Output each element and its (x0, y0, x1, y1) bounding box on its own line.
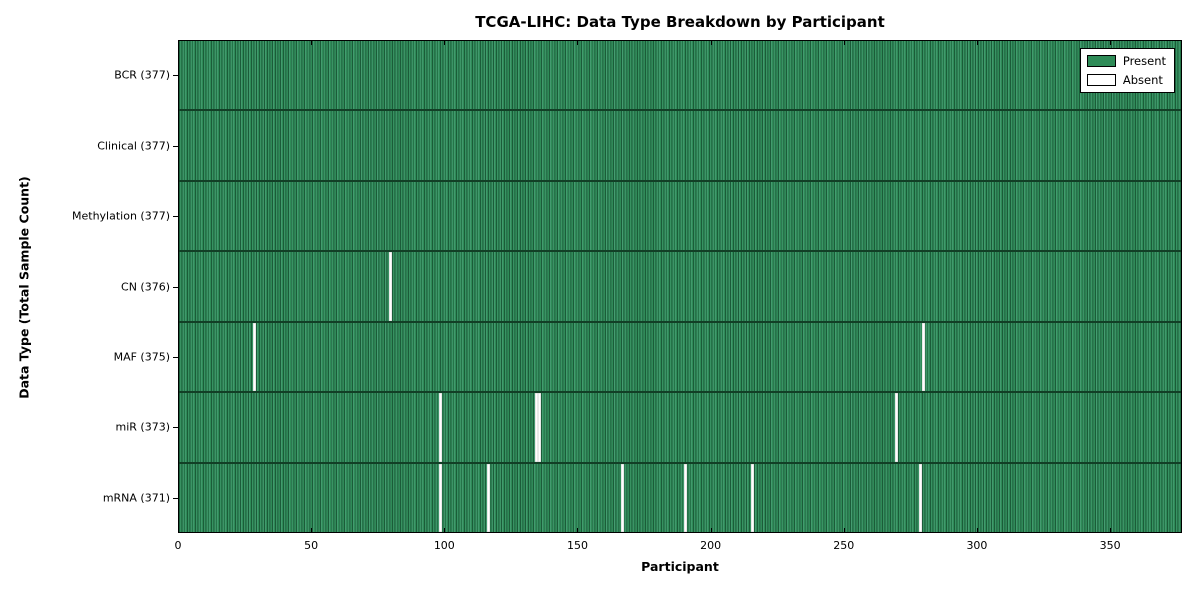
x-tick-mark-top (843, 40, 845, 45)
y-tick-mark (173, 427, 178, 429)
absent-gap (535, 393, 539, 462)
x-tick-mark-bottom (976, 528, 978, 533)
absent-gap (751, 463, 755, 532)
x-tick-label: 200 (700, 539, 722, 552)
x-tick-label: 50 (304, 539, 319, 552)
y-tick-mark (173, 497, 178, 499)
x-tick-mark-top (577, 40, 579, 45)
legend-label: Absent (1122, 73, 1163, 87)
y-tick-mark (173, 286, 178, 288)
x-tick-mark-bottom (843, 528, 845, 533)
row-container (179, 41, 1181, 532)
presence-row-mir (179, 393, 1181, 464)
presence-row-cn (179, 252, 1181, 323)
x-tick-mark-bottom (577, 528, 579, 533)
x-tick-mark-top (1110, 40, 1112, 45)
legend-swatch-absent (1086, 74, 1116, 86)
presence-row-bcr (179, 41, 1181, 112)
x-tick-mark-top (178, 40, 179, 45)
absent-gap (918, 463, 922, 532)
x-tick-mark-bottom (311, 528, 313, 533)
presence-row-mrna (179, 463, 1181, 532)
legend-entry-present: Present (1086, 54, 1166, 68)
plot-area: Present Absent (178, 40, 1182, 533)
chart-title: TCGA-LIHC: Data Type Breakdown by Partic… (475, 13, 885, 31)
absent-gap (921, 322, 925, 392)
y-tick-mark (173, 145, 178, 147)
y-tick-label: CN (376) (121, 280, 170, 293)
x-tick-mark-bottom (1110, 528, 1112, 533)
legend: Present Absent (1079, 48, 1175, 93)
y-tick-label: mRNA (371) (102, 491, 170, 505)
absent-gap (894, 393, 898, 462)
y-axis-title: Data Type (Total Sample Count) (16, 176, 32, 399)
y-tick-label: miR (373) (115, 420, 171, 434)
x-tick-label: 150 (566, 539, 588, 552)
x-axis-title: Participant (641, 559, 719, 574)
y-tick-label: MAF (375) (113, 350, 170, 364)
absent-gap (439, 393, 443, 462)
y-tick-mark (173, 75, 178, 77)
legend-swatch-present (1086, 55, 1116, 67)
absent-gap (620, 463, 624, 532)
x-tick-mark-top (976, 40, 978, 45)
x-tick-label: 300 (966, 539, 988, 552)
x-tick-mark-top (710, 40, 712, 45)
legend-label: Present (1122, 54, 1166, 68)
x-tick-label: 100 (433, 539, 455, 552)
absent-gap (538, 393, 542, 462)
y-tick-mark (173, 356, 178, 358)
legend-entry-absent: Absent (1086, 73, 1166, 87)
presence-row-methylation (179, 182, 1181, 253)
x-tick-label: 350 (1099, 539, 1121, 552)
absent-gap (487, 463, 491, 532)
y-tick-mark (173, 216, 178, 218)
presence-row-clinical (179, 111, 1181, 182)
absent-gap (253, 322, 257, 392)
absent-gap (388, 252, 392, 321)
x-tick-label: 0 (174, 539, 182, 552)
y-tick-label: BCR (377) (114, 68, 170, 82)
x-tick-mark-top (311, 40, 313, 45)
x-tick-mark-top (444, 40, 446, 45)
x-tick-mark-bottom (444, 528, 446, 533)
absent-gap (439, 463, 443, 532)
x-tick-mark-bottom (178, 528, 179, 533)
x-tick-label: 250 (833, 539, 855, 552)
absent-gap (684, 463, 688, 532)
presence-row-maf (179, 322, 1181, 394)
y-tick-label: Methylation (377) (72, 209, 170, 223)
y-tick-label: Clinical (377) (97, 139, 170, 153)
x-tick-mark-bottom (710, 528, 712, 533)
